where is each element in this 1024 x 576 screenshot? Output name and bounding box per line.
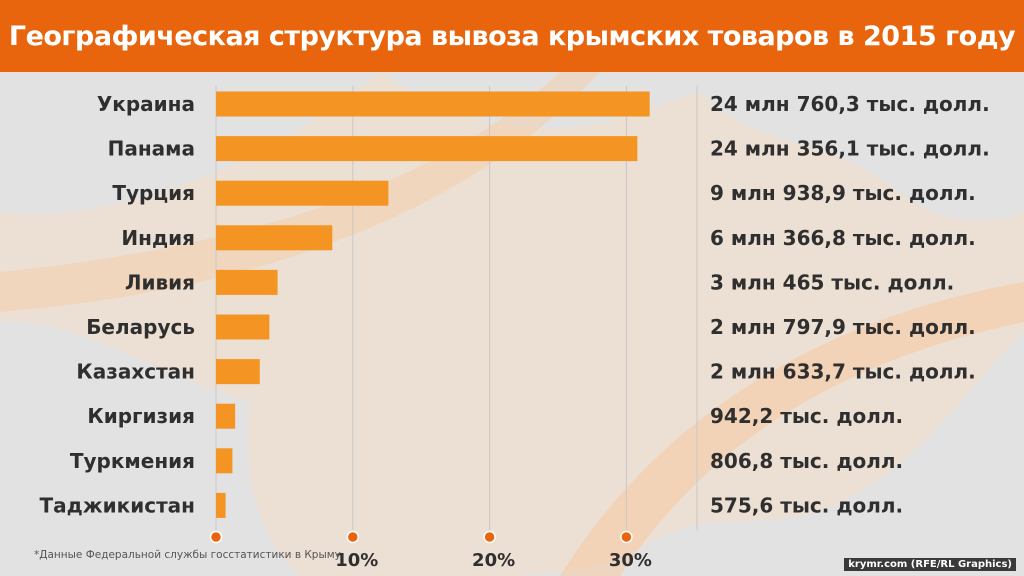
map-arc-shape-2	[0, 72, 600, 312]
category-label: Индия	[121, 226, 195, 250]
category-label: Турция	[112, 181, 195, 205]
category-label: Туркмения	[70, 449, 195, 473]
tick-label: 10%	[335, 550, 378, 571]
value-label: 2 млн 797,9 тыс. долл.	[710, 315, 976, 339]
bars	[216, 91, 650, 518]
value-label: 575,6 тыс. долл.	[710, 493, 903, 517]
category-label: Ливия	[125, 270, 195, 294]
bar	[216, 359, 260, 385]
bar	[216, 492, 226, 518]
bar	[216, 91, 650, 117]
category-label: Украина	[97, 92, 195, 116]
category-label: Панама	[108, 137, 195, 161]
value-labels: 24 млн 760,3 тыс. долл. 24 млн 356,1 тыс.…	[710, 92, 990, 517]
tick-marker	[346, 530, 360, 544]
bar	[216, 136, 638, 162]
x-axis-ticks: 10% 20% 30%	[209, 530, 652, 571]
value-label: 942,2 тыс. долл.	[710, 404, 903, 428]
value-label: 24 млн 760,3 тыс. долл.	[710, 92, 990, 116]
map-arc-shape	[560, 282, 1024, 576]
value-label: 9 млн 938,9 тыс. долл.	[710, 181, 976, 205]
category-label: Таджикистан	[39, 493, 195, 517]
value-label: 806,8 тыс. долл.	[710, 449, 903, 473]
bar	[216, 269, 278, 295]
value-label: 6 млн 366,8 тыс. долл.	[710, 226, 976, 250]
title-bar	[0, 0, 1024, 72]
tick-label: 20%	[472, 550, 515, 571]
value-label: 3 млн 465 тыс. долл.	[710, 270, 954, 294]
category-label: Беларусь	[86, 315, 195, 339]
bar	[216, 180, 389, 206]
tick-label: 30%	[609, 550, 652, 571]
bar	[216, 225, 333, 251]
bar	[216, 403, 236, 429]
value-label: 2 млн 633,7 тыс. долл.	[710, 360, 976, 384]
chart-title: Географическая структура вывоза крымских…	[8, 21, 1016, 52]
tick-marker	[620, 530, 633, 544]
category-label: Казахстан	[76, 360, 195, 384]
tick-marker	[483, 530, 496, 544]
bar	[216, 448, 233, 474]
category-label: Киргизия	[87, 404, 195, 428]
source-credit: krymr.com (RFE/RL Graphics)	[844, 558, 1016, 571]
value-label: 24 млн 356,1 тыс. долл.	[710, 137, 990, 161]
bar	[216, 314, 270, 340]
tick-marker	[209, 530, 223, 544]
footnote: *Данные Федеральной службы госстатистики…	[34, 549, 341, 561]
category-labels: Украина Панама Турция Индия Ливия Беларусь Каз…	[39, 92, 195, 517]
